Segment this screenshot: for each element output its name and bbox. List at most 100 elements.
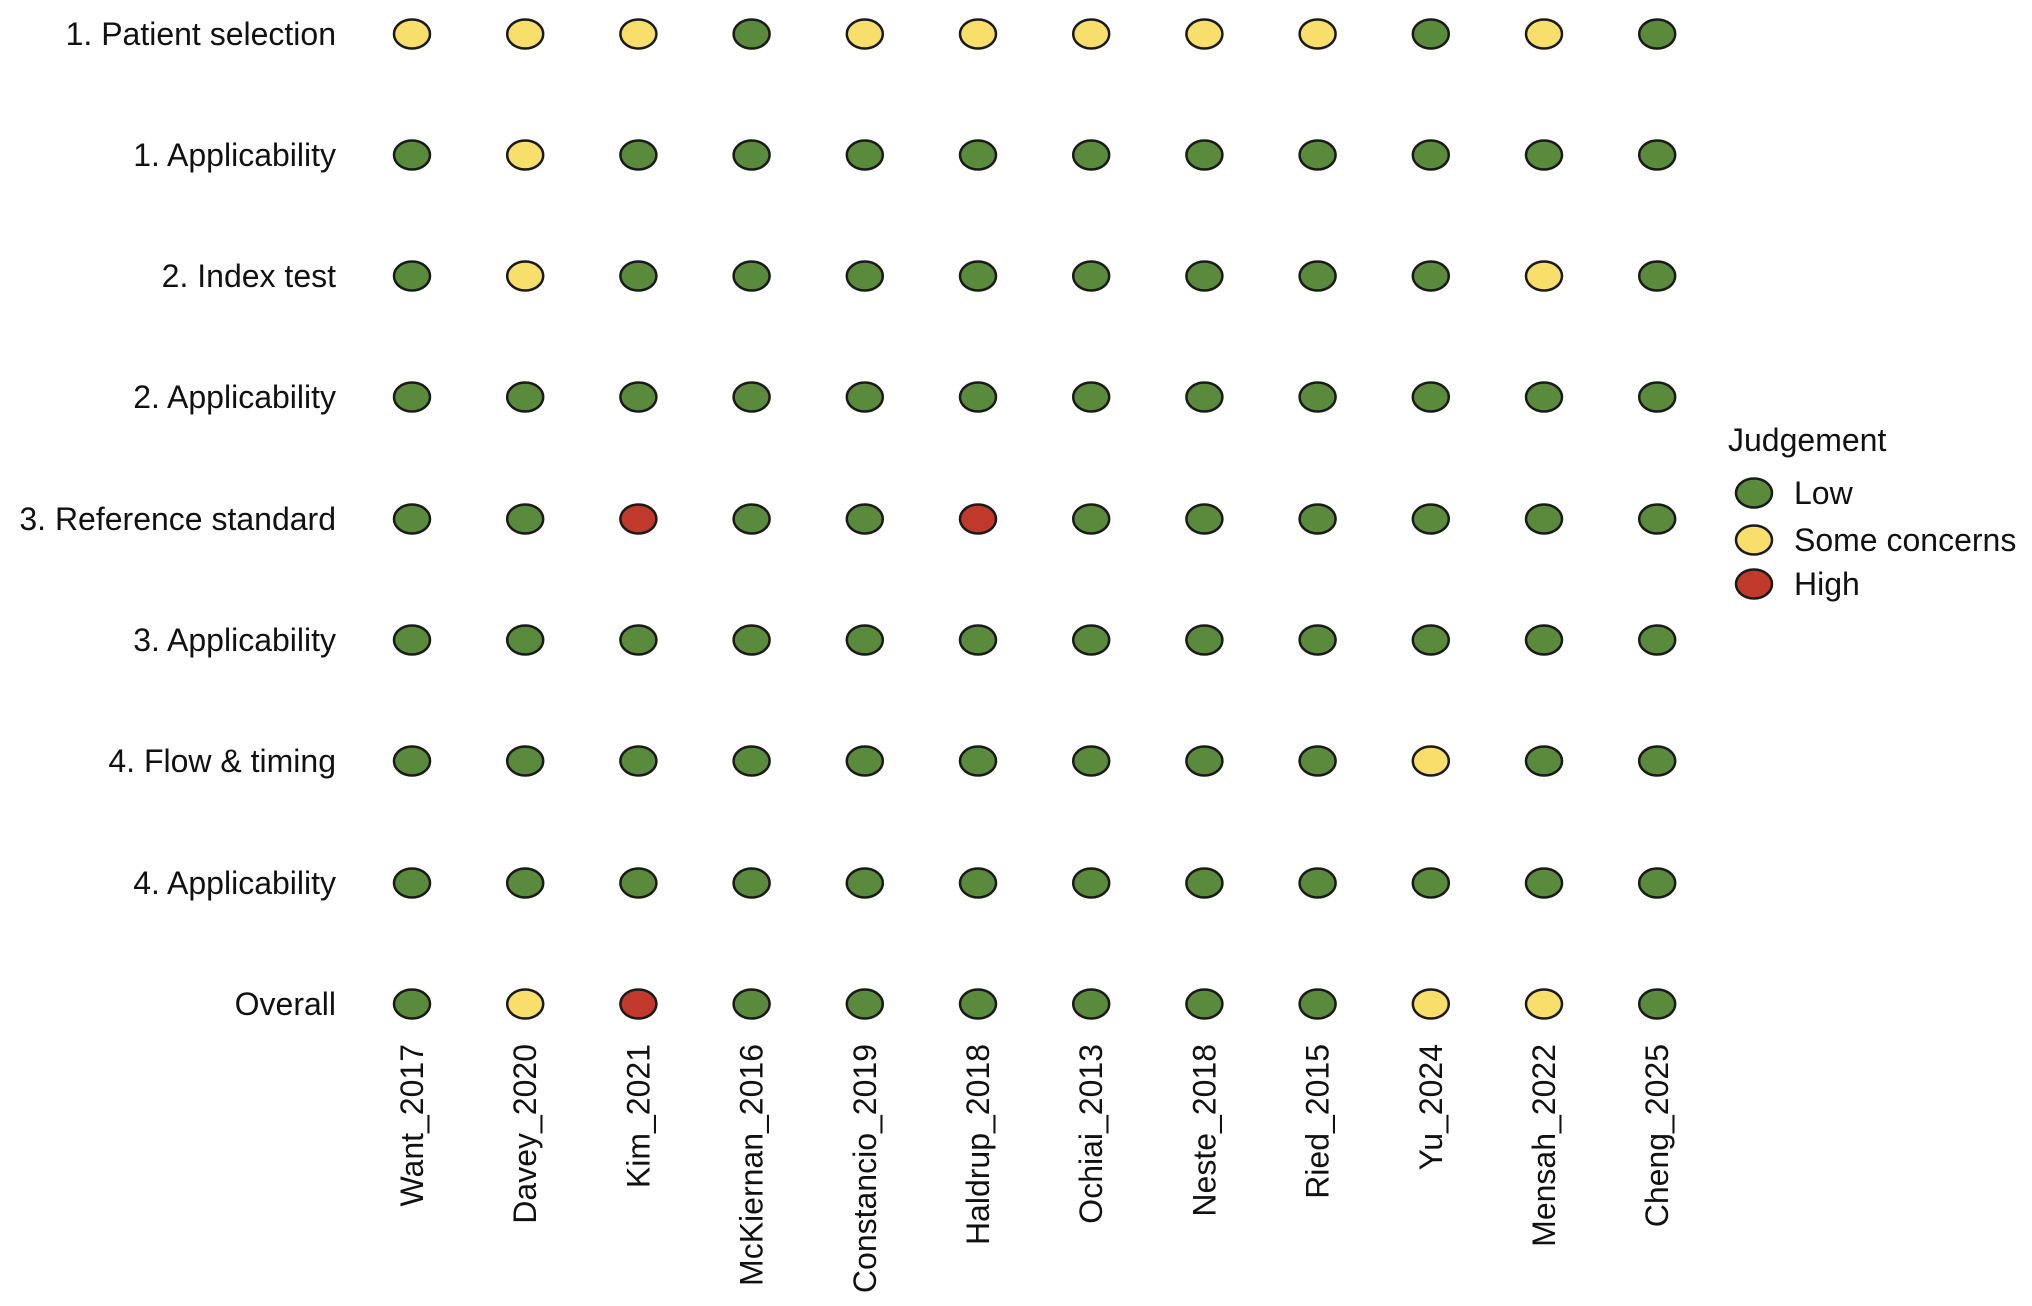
judgement-dot — [1185, 988, 1224, 1020]
judgement-dot — [1524, 139, 1564, 171]
judgement-dot — [958, 867, 998, 899]
judgement-dot — [732, 18, 771, 50]
judgement-dot — [1411, 139, 1451, 171]
judgement-dot — [1411, 18, 1451, 50]
judgement-dot — [505, 988, 545, 1020]
judgement-dot — [505, 18, 545, 50]
study-label: Want_2017 — [394, 1044, 430, 1206]
judgement-dot — [619, 988, 658, 1020]
judgement-dot — [1411, 503, 1451, 535]
judgement-dot — [1185, 139, 1224, 171]
study-label: Haldrup_2018 — [960, 1044, 996, 1245]
study-label: Kim_2021 — [620, 1044, 656, 1188]
row-labels: 1. Patient selection 1. Applicability 2. I… — [19, 16, 336, 1022]
judgement-dot — [958, 381, 998, 413]
judgement-dot — [1185, 18, 1224, 50]
judgement-dot — [392, 867, 432, 899]
judgement-dot — [732, 867, 771, 899]
judgement-dot — [392, 624, 432, 656]
judgement-dot — [1071, 988, 1111, 1020]
judgement-dot — [1524, 503, 1564, 535]
study-label: Ochiai_2013 — [1073, 1044, 1109, 1224]
judgement-dot — [1298, 381, 1337, 413]
study-label: Cheng_2025 — [1639, 1044, 1675, 1227]
judgement-dot — [958, 260, 998, 292]
judgement-dot — [1298, 260, 1337, 292]
judgement-dot — [732, 503, 771, 535]
judgement-dot — [845, 624, 885, 656]
judgement-dot — [1185, 867, 1224, 899]
study-labels: Want_2017 Davey_2020 Kim_2021 McKiernan_201… — [394, 1044, 1675, 1293]
judgement-dot — [505, 745, 545, 777]
judgement-dot — [392, 988, 432, 1020]
row-label: 4. Flow & timing — [108, 743, 336, 779]
study-label: Yu_2024 — [1413, 1044, 1449, 1170]
judgement-dot — [1524, 18, 1564, 50]
judgement-dot — [619, 745, 658, 777]
judgement-dot — [619, 139, 658, 171]
judgement-dot — [1185, 745, 1224, 777]
judgement-dot — [1071, 139, 1111, 171]
legend-label: High — [1794, 566, 1860, 602]
judgement-dot — [619, 260, 658, 292]
judgement-dot — [1071, 624, 1111, 656]
study-label: Neste_2018 — [1186, 1044, 1222, 1217]
judgement-dot — [1298, 988, 1337, 1020]
row-label: 2. Applicability — [133, 379, 336, 415]
judgement-dot — [1298, 745, 1337, 777]
judgement-dot — [1411, 260, 1451, 292]
judgement-dot — [845, 381, 885, 413]
judgement-dot — [1411, 988, 1451, 1020]
judgement-dot — [1071, 381, 1111, 413]
judgement-dot — [1411, 381, 1451, 413]
judgement-dot — [505, 867, 545, 899]
judgement-dot — [1071, 18, 1111, 50]
judgement-dot — [845, 260, 885, 292]
judgement-dot — [958, 18, 998, 50]
judgement-dot — [1524, 624, 1564, 656]
judgement-dot — [505, 381, 545, 413]
judgement-dot — [392, 381, 432, 413]
judgement-dot — [958, 988, 998, 1020]
legend-swatch — [1734, 568, 1774, 600]
judgement-dot — [845, 988, 885, 1020]
judgement-dot — [732, 139, 771, 171]
judgement-dot — [1298, 18, 1337, 50]
judgement-dots — [392, 18, 1677, 1020]
study-label: Davey_2020 — [507, 1044, 543, 1224]
judgement-dot — [732, 745, 771, 777]
study-label: McKiernan_2016 — [734, 1044, 770, 1286]
judgement-dot — [1524, 988, 1564, 1020]
legend-label: Low — [1794, 475, 1854, 511]
judgement-dot — [1411, 745, 1451, 777]
judgement-dot — [845, 867, 885, 899]
judgement-dot — [732, 624, 771, 656]
judgement-dot — [619, 18, 658, 50]
legend-swatch — [1734, 477, 1774, 509]
judgement-dot — [1524, 745, 1564, 777]
judgement-dot — [958, 624, 998, 656]
judgement-dot — [619, 503, 658, 535]
judgement-dot — [392, 745, 432, 777]
judgement-dot — [1071, 745, 1111, 777]
judgement-dot — [392, 139, 432, 171]
judgement-dot — [619, 624, 658, 656]
judgement-dot — [1637, 381, 1677, 413]
row-label: 4. Applicability — [133, 865, 336, 901]
judgement-dot — [1637, 867, 1677, 899]
study-label: Constancio_2019 — [847, 1044, 883, 1293]
judgement-dot — [958, 745, 998, 777]
judgement-dot — [1298, 867, 1337, 899]
judgement-dot — [1524, 260, 1564, 292]
study-label: Mensah_2022 — [1526, 1044, 1562, 1247]
study-label: Ried_2015 — [1300, 1044, 1336, 1199]
judgement-dot — [845, 139, 885, 171]
judgement-dot — [1524, 381, 1564, 413]
judgement-dot — [1185, 624, 1224, 656]
judgement-dot — [845, 503, 885, 535]
row-label: 2. Index test — [162, 258, 336, 294]
judgement-dot — [505, 260, 545, 292]
judgement-dot — [1298, 503, 1337, 535]
judgement-dot — [1185, 381, 1224, 413]
